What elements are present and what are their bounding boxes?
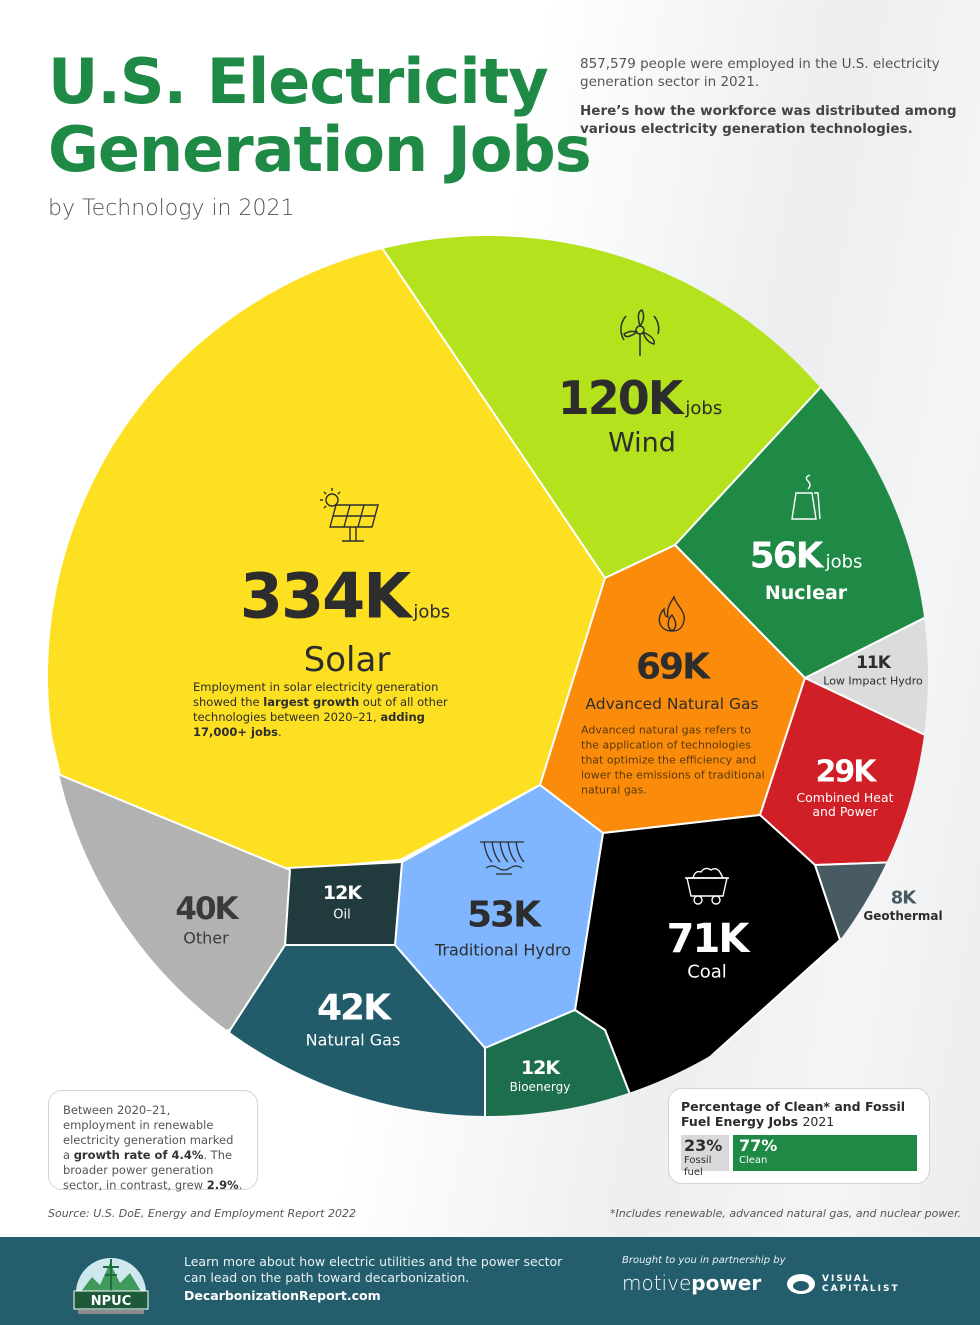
visual-capitalist-icon xyxy=(787,1274,815,1294)
flame-icon xyxy=(658,594,685,632)
label-adv-gas-value: 69K xyxy=(636,646,710,688)
percentage-box-title: Percentage of Clean* and Fossil Fuel Ene… xyxy=(681,1099,906,1129)
label-bioenergy-value: 12K xyxy=(520,1057,560,1079)
title-line-1: U.S. Electricity xyxy=(48,45,549,118)
solar-panel-icon xyxy=(320,488,379,542)
footer-text: Learn more about how electric utilities … xyxy=(184,1254,563,1285)
page-title: U.S. Electricity Generation Jobs xyxy=(48,45,592,186)
wind-turbine-icon xyxy=(620,309,660,356)
label-solar-name: Solar xyxy=(303,640,391,680)
label-nuclear-name: Nuclear xyxy=(764,582,848,604)
source-note: Source: U.S. DoE, Energy and Employment … xyxy=(48,1207,356,1220)
intro-text: 857,579 people were employed in the U.S.… xyxy=(580,56,940,90)
label-chp-value: 29K xyxy=(815,754,877,790)
decarbonization-report-link[interactable]: DecarbonizationReport.com xyxy=(184,1288,381,1303)
label-adv-gas-name: Advanced Natural Gas xyxy=(585,695,759,713)
clean-segment: 77% Clean xyxy=(733,1135,917,1171)
motivepower-logo[interactable]: motivepower xyxy=(622,1271,762,1295)
label-natural-gas-value: 42K xyxy=(317,987,391,1029)
adv-gas-note: Advanced natural gas refers to the appli… xyxy=(581,723,765,797)
page-subtitle: by Technology in 2021 xyxy=(48,196,295,221)
hydro-dam-icon xyxy=(480,841,525,875)
title-line-2: Generation Jobs xyxy=(48,113,592,186)
label-oil-value: 12K xyxy=(322,882,362,904)
label-wind-name: Wind xyxy=(608,427,676,459)
label-wind-value: 120K jobs xyxy=(557,371,723,425)
label-coal-value: 71K xyxy=(666,916,750,962)
clean-fossil-percentage-box: Percentage of Clean* and Fossil Fuel Ene… xyxy=(668,1088,930,1184)
label-trad-hydro-value: 53K xyxy=(467,894,541,936)
label-nuclear-value: 56K jobs xyxy=(749,535,863,577)
cooling-tower-icon xyxy=(791,474,821,520)
label-other-name: Other xyxy=(183,928,229,948)
label-oil-name: Oil xyxy=(333,907,351,923)
footnote: *Includes renewable, advanced natural ga… xyxy=(610,1207,962,1220)
growth-note-box: Between 2020–21, employment in renewable… xyxy=(48,1090,258,1192)
label-solar-value: 334K jobs xyxy=(239,559,451,633)
visual-capitalist-logo[interactable]: VISUAL CAPITALIST xyxy=(786,1273,900,1295)
label-chp-name: Combined Heat and Power xyxy=(796,790,894,819)
label-low-hydro-value: 11K xyxy=(856,653,891,673)
label-other-value: 40K xyxy=(175,891,238,927)
label-trad-hydro-name: Traditional Hydro xyxy=(434,940,572,960)
partnership-label: Brought to you in partnership by xyxy=(622,1255,786,1266)
footer-banner: NPUC Learn more about how electric utili… xyxy=(0,1237,980,1325)
label-geothermal-name: Geothermal xyxy=(863,909,943,923)
label-low-hydro-name: Low Impact Hydro xyxy=(823,674,923,688)
intro-bold-text: Here’s how the workforce was distributed… xyxy=(580,103,957,137)
npuc-logo[interactable]: NPUC xyxy=(72,1249,150,1315)
fossil-fuel-segment: 23% Fossil fuel xyxy=(681,1135,729,1178)
label-bioenergy-name: Bioenergy xyxy=(509,1080,571,1094)
coal-cart-icon xyxy=(685,867,729,905)
label-natural-gas-name: Natural Gas xyxy=(305,1030,401,1050)
label-geothermal-value: 8K xyxy=(890,887,917,909)
voronoi-pie-chart xyxy=(48,236,928,1116)
npuc-logo-text: NPUC xyxy=(91,1294,132,1309)
percentage-bar: 23% Fossil fuel 77% Clean xyxy=(681,1135,917,1178)
solar-note: Employment in solar electricity generati… xyxy=(193,680,448,739)
label-coal-name: Coal xyxy=(687,961,727,983)
